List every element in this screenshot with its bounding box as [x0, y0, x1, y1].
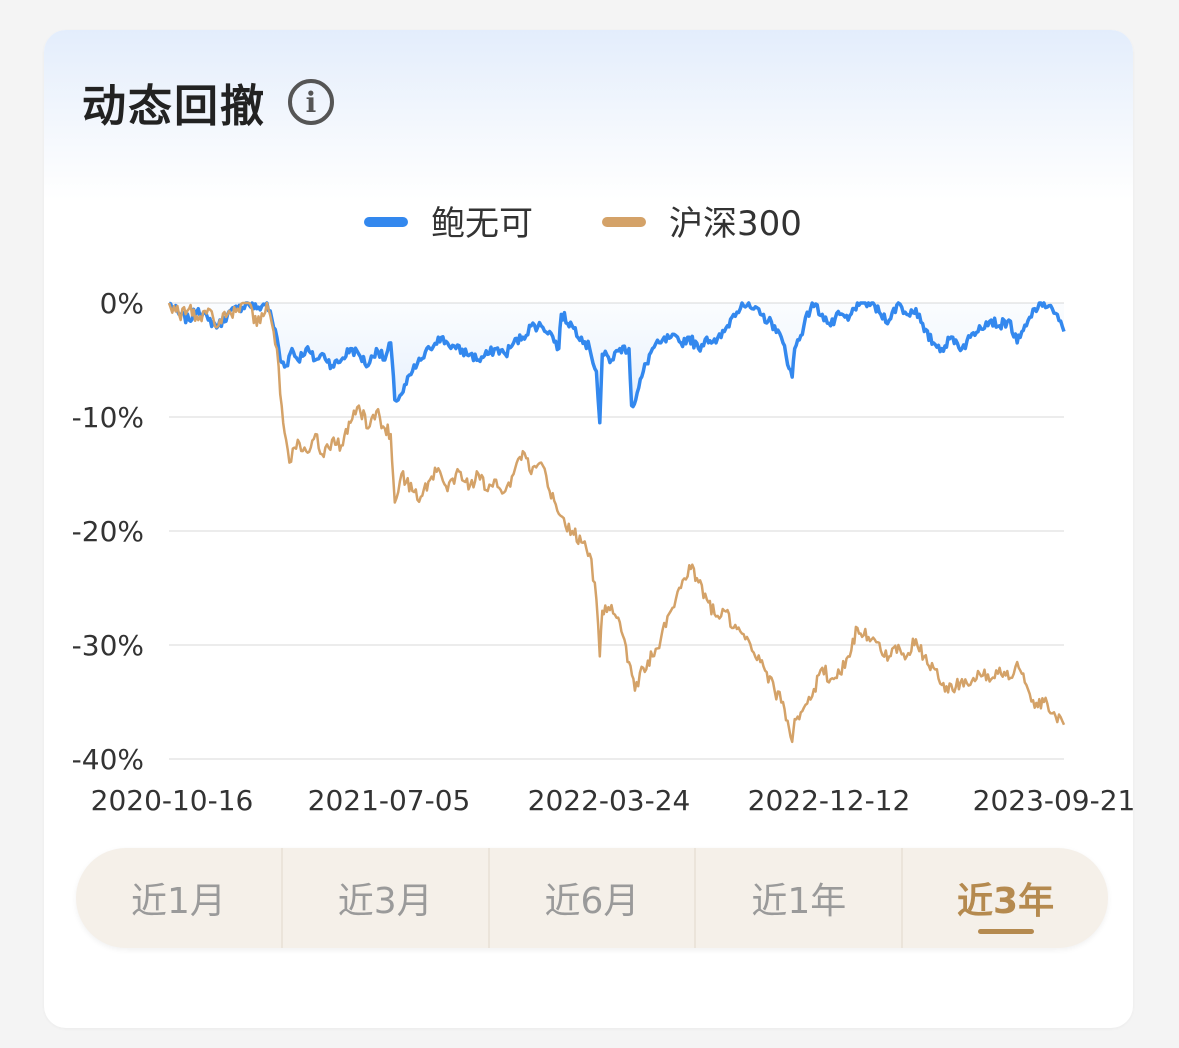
y-tick-label: -40%: [72, 743, 144, 776]
drawdown-chart: 鲍无可 沪深300 0%-10%-20%-30%-40% 2020-10-16 20…: [72, 204, 1133, 817]
range-tab-label: 近3年: [957, 881, 1055, 922]
legend-label: 沪深300: [669, 204, 802, 244]
x-tick-label: 2022-03-24: [528, 784, 691, 817]
x-axis: 2020-10-16 2021-07-05 2022-03-24 2022-12-12…: [91, 784, 1133, 817]
range-tab-1[interactable]: 近3月: [280, 848, 488, 948]
y-tick-label: -10%: [72, 401, 144, 434]
range-tab-0[interactable]: 近1月: [76, 848, 281, 948]
series-area-fund: [169, 303, 1064, 423]
range-tab-label: 近3月: [337, 881, 433, 922]
title-row: 动态回撤 i: [82, 70, 334, 134]
info-icon[interactable]: i: [288, 79, 334, 125]
x-tick-label: 2023-09-21: [973, 784, 1133, 817]
range-tab-3[interactable]: 近1年: [694, 848, 901, 948]
x-tick-label: 2020-10-16: [91, 784, 254, 817]
series-line-index: [167, 301, 1066, 744]
card-title: 动态回撤: [82, 81, 266, 132]
time-range-selector: 近1月 近3月 近6月 近1年 近3年: [76, 848, 1108, 948]
range-tab-label: 近1月: [130, 881, 226, 922]
active-tab-underline: [977, 929, 1034, 934]
y-tick-label: 0%: [100, 287, 144, 320]
chart-legend: 鲍无可 沪深300: [364, 204, 802, 244]
drawdown-card: 动态回撤 i 鲍无可 沪深300 0% -10% -20% -30% -40% 2020-…: [44, 30, 1133, 1028]
x-tick-label: 2021-07-05: [308, 784, 471, 817]
range-tab-label: 近6月: [544, 881, 640, 922]
y-tick-label: -30%: [72, 629, 144, 662]
legend-label: 鲍无可: [431, 204, 533, 244]
chart-series: [167, 301, 1066, 744]
y-tick-label: -20%: [72, 515, 144, 548]
range-tab-4[interactable]: 近3年: [901, 848, 1108, 948]
range-tab-2[interactable]: 近6月: [487, 848, 695, 948]
card-header: [44, 30, 1133, 200]
range-tab-label: 近1年: [751, 881, 847, 922]
series-line-fund: [168, 301, 1066, 425]
x-tick-label: 2022-12-12: [748, 784, 911, 817]
